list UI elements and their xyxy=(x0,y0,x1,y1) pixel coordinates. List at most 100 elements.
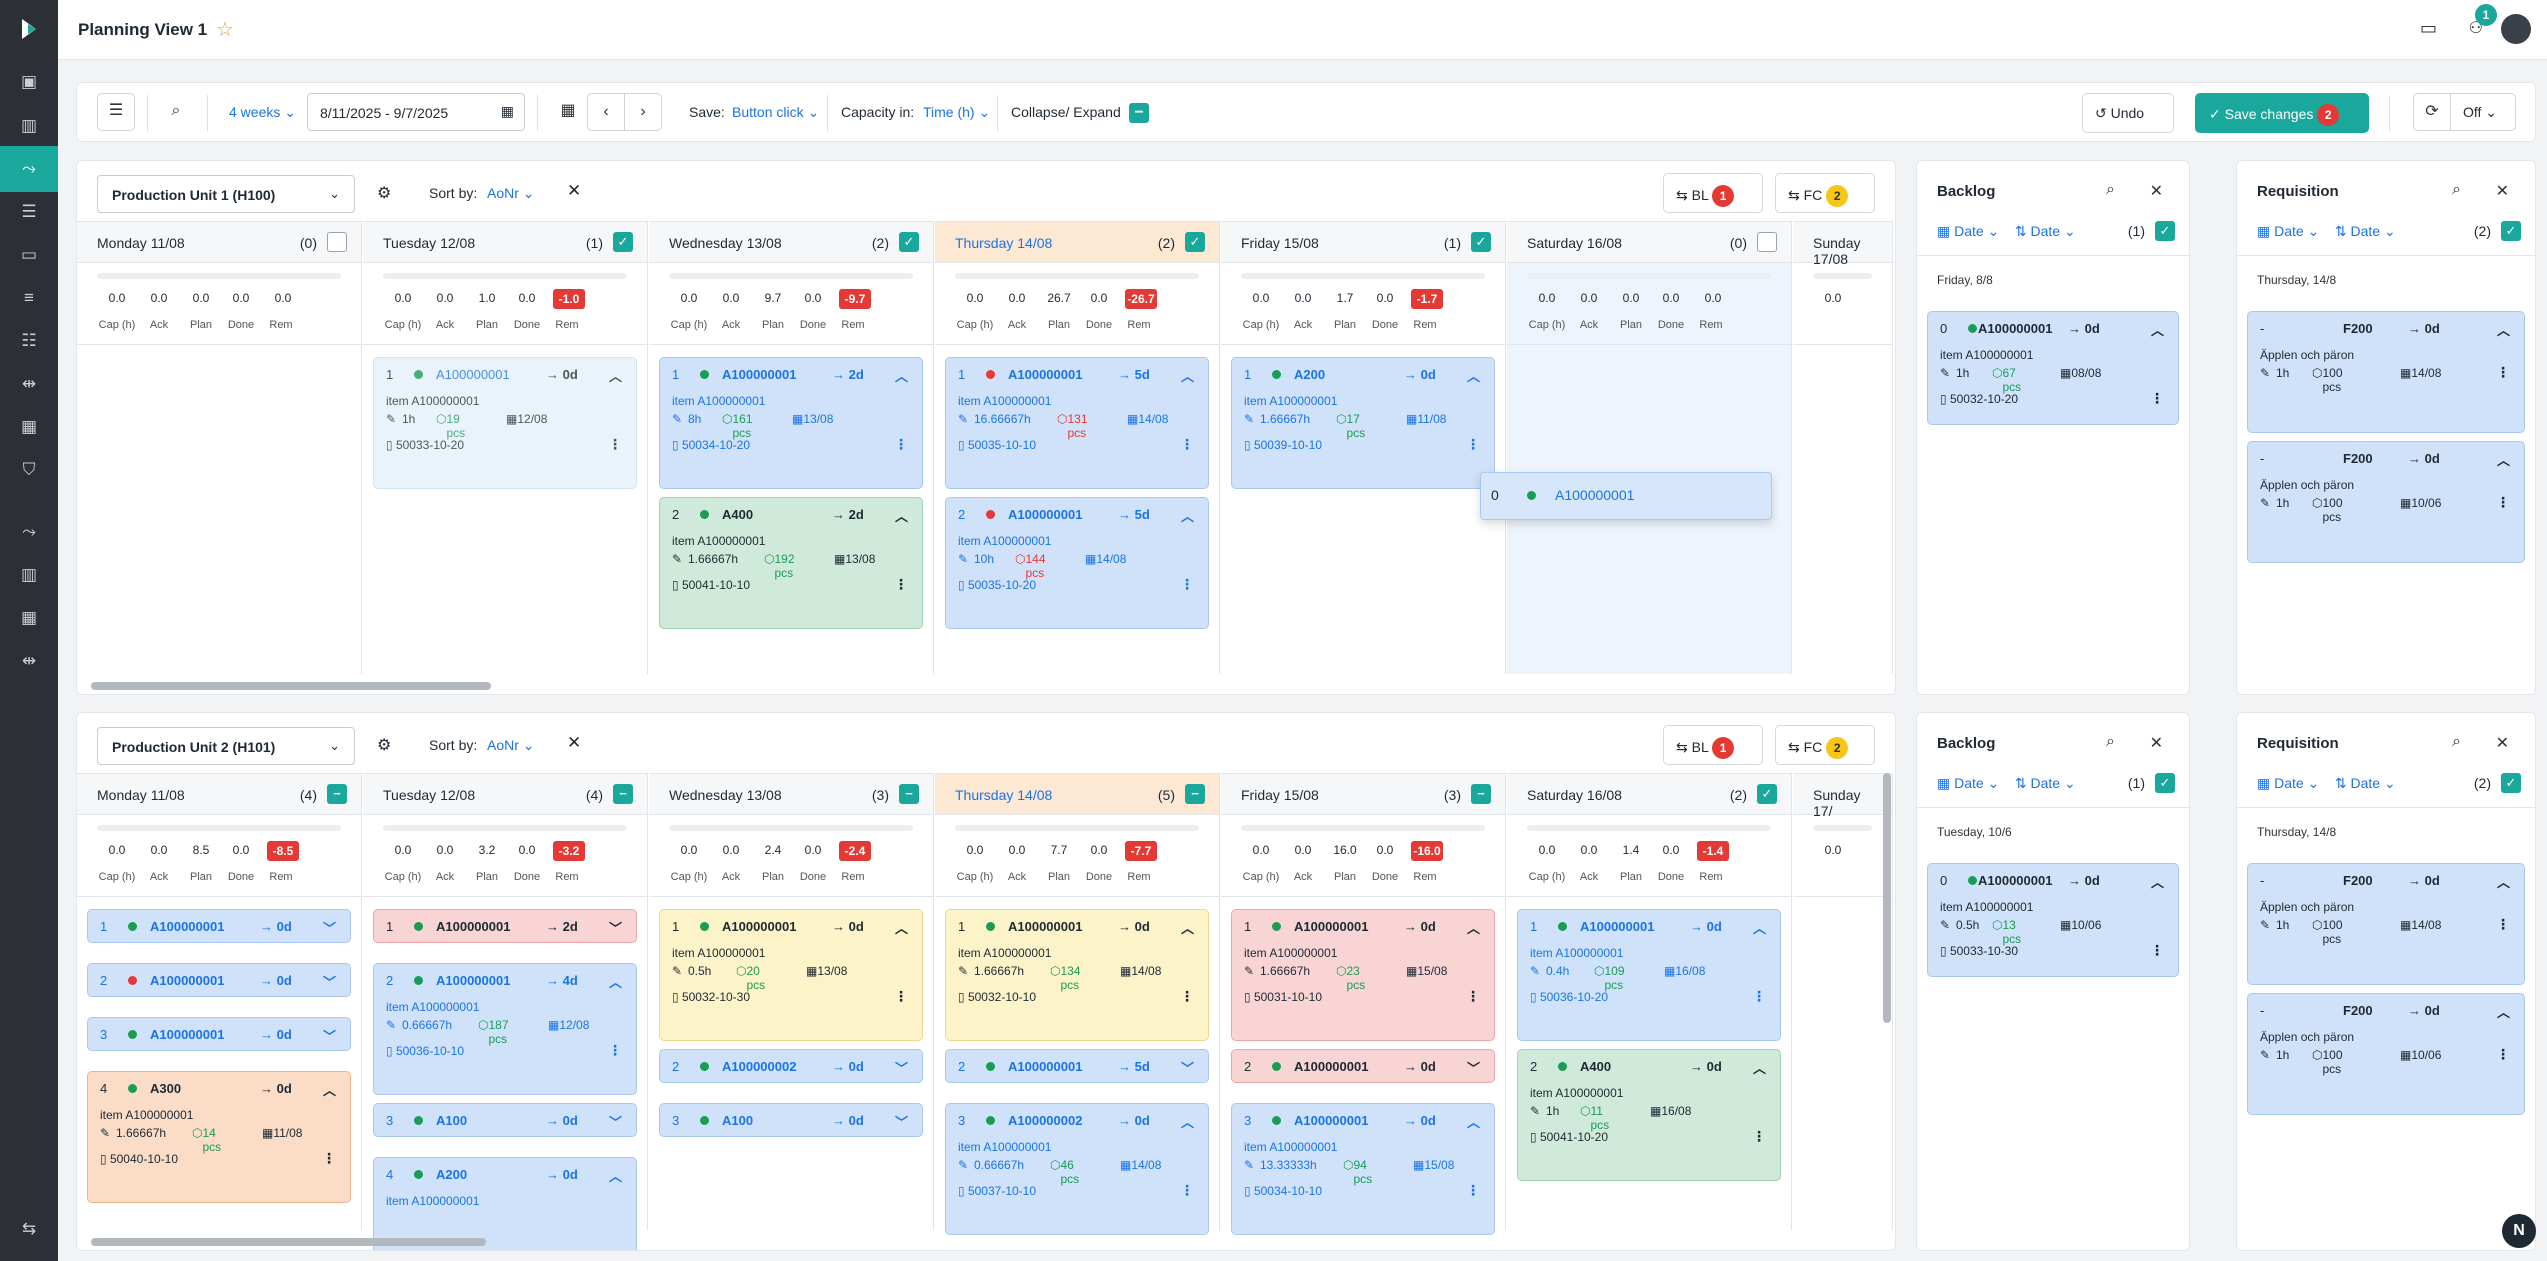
order-card[interactable]: 1 A100000001 → 2d ︿ item A100000001 ✎ 8h ⬡ … xyxy=(659,357,923,489)
filter-date-select[interactable]: ▦ Date ⌄ ⇅ Date ⌄ xyxy=(1937,775,2076,791)
monitor-icon[interactable]: ▭ xyxy=(20,245,38,264)
shield-icon[interactable]: ⛉ xyxy=(22,460,36,479)
chevron-down-icon[interactable]: ﹀ xyxy=(1466,1061,1480,1076)
order-card[interactable]: 3 A100000001 → 0d ﹀ xyxy=(87,1017,351,1051)
more-icon[interactable]: ⋮ xyxy=(1180,576,1194,592)
order-card[interactable]: 4 A300 → 0d ︿ item A100000001 ✎ 1.66667h ⬡ … xyxy=(87,1071,351,1203)
bar-chart-icon[interactable]: ▥ xyxy=(20,565,38,584)
calendar-icon[interactable]: ▦ xyxy=(20,417,38,436)
backlog-card[interactable]: 0 A100000001 → 0d ︿ item A100000001 ✎ 1h ⬡ 6… xyxy=(1927,311,2179,425)
chevron-up-icon[interactable]: ︿ xyxy=(1180,369,1194,384)
day-checkbox[interactable]: ✓ xyxy=(1471,232,1491,252)
order-card[interactable]: 3 A100000002 → 0d ︿ item A100000001 ✎ 0.666… xyxy=(945,1103,1209,1235)
unit-select[interactable]: Production Unit 1 (H100) ⌄ xyxy=(97,175,355,213)
chevron-down-icon[interactable]: ﹀ xyxy=(322,921,336,936)
chevron-down-icon[interactable]: ﹀ xyxy=(322,975,336,990)
more-icon[interactable]: ⋮ xyxy=(1180,988,1194,1004)
next-button[interactable]: › xyxy=(624,93,662,131)
today-icon[interactable]: ▦ xyxy=(549,93,587,131)
prev-button[interactable]: ‹ xyxy=(587,93,625,131)
search-icon[interactable]: ⌕ xyxy=(2106,733,2115,750)
chart-icon[interactable]: ▥ xyxy=(20,116,38,135)
requisition-card[interactable]: - F200 → 0d ︿ Äpplen och päron ✎ 1h ⬡ 100 pc… xyxy=(2247,311,2525,433)
list-icon[interactable]: ☰ xyxy=(21,202,37,221)
chevron-up-icon[interactable]: ︿ xyxy=(1466,369,1480,384)
order-card[interactable]: 2 A100000001 → 0d ﹀ xyxy=(1231,1049,1495,1083)
day-checkbox[interactable]: ✓ xyxy=(899,232,919,252)
chevron-up-icon[interactable]: ︿ xyxy=(1180,921,1194,936)
refresh-button[interactable]: ⟳ xyxy=(2413,93,2451,131)
order-card[interactable]: 1 A100000001 → 0d ︿ item A100000001 ✎ 1h ⬡ … xyxy=(373,357,637,489)
collapse-toggle[interactable]: − xyxy=(1129,103,1149,123)
more-icon[interactable]: ⋮ xyxy=(2150,390,2164,406)
chevron-up-icon[interactable]: ︿ xyxy=(1180,1115,1194,1130)
order-card[interactable]: 2 A100000001 → 5d ﹀ xyxy=(945,1049,1209,1083)
dragged-card[interactable]: 0 A100000001 xyxy=(1480,472,1772,520)
day-checkbox[interactable]: ✓ xyxy=(613,232,633,252)
sort-select[interactable]: AoNr ⌄ xyxy=(487,737,535,753)
chevron-down-icon[interactable]: ﹀ xyxy=(1180,1061,1194,1076)
flow-icon[interactable]: ⤳ xyxy=(22,522,36,541)
order-card[interactable]: 1 A100000001 → 0d ︿ item A100000001 ✎ 0.4h … xyxy=(1517,909,1781,1041)
close-icon[interactable]: ✕ xyxy=(2149,735,2163,752)
select-all-checkbox[interactable]: ✓ xyxy=(2501,773,2521,793)
favorite-star-icon[interactable]: ☆ xyxy=(216,19,234,41)
day-checkbox[interactable] xyxy=(327,232,347,252)
bl-button[interactable]: ⇆ BL 1 xyxy=(1663,173,1763,213)
chevron-down-icon[interactable]: ﹀ xyxy=(322,1029,336,1044)
period-select[interactable]: 4 weeks ⌄ xyxy=(229,104,296,120)
switch-icon[interactable]: ⇆ xyxy=(21,1219,37,1238)
order-card[interactable]: 4 A200 → 0d ︿ item A100000001 xyxy=(373,1157,637,1250)
order-card[interactable]: 3 A100000001 → 0d ︿ item A100000001 ✎ 13.33… xyxy=(1231,1103,1495,1235)
order-card[interactable]: 1 A200 → 0d ︿ item A100000001 ✎ 1.66667h ⬡ … xyxy=(1231,357,1495,489)
day-checkbox[interactable]: − xyxy=(327,784,347,804)
filter-date-select[interactable]: ▦ Date ⌄ ⇅ Date ⌄ xyxy=(1937,223,2076,239)
help-fab[interactable]: N xyxy=(2502,1214,2536,1248)
more-icon[interactable]: ⋮ xyxy=(322,1150,336,1166)
avatar[interactable] xyxy=(2501,14,2531,44)
stack-icon[interactable]: ≡ xyxy=(24,288,34,307)
more-icon[interactable]: ⋮ xyxy=(608,436,622,452)
more-icon[interactable]: ⋮ xyxy=(1752,988,1766,1004)
day-checkbox[interactable]: − xyxy=(613,784,633,804)
order-card[interactable]: 2 A100000001 → 5d ︿ item A100000001 ✎ 10h ⬡… xyxy=(945,497,1209,629)
unit-select[interactable]: Production Unit 2 (H101) ⌄ xyxy=(97,727,355,765)
more-icon[interactable]: ⋮ xyxy=(1466,1182,1480,1198)
order-card[interactable]: 1 A100000001 → 0d ︿ item A100000001 ✎ 1.666… xyxy=(1231,909,1495,1041)
search-icon[interactable]: ⌕ xyxy=(157,93,195,131)
day-checkbox[interactable]: − xyxy=(1471,784,1491,804)
split-icon[interactable]: ⇹ xyxy=(21,374,37,393)
order-card[interactable]: 3 A100 → 0d ﹀ xyxy=(373,1103,637,1137)
filter-date-select[interactable]: ▦ Date ⌄ ⇅ Date ⌄ xyxy=(2257,223,2396,239)
more-icon[interactable]: ⋮ xyxy=(2496,494,2510,510)
dashboard-icon[interactable]: ▣ xyxy=(20,72,38,91)
chevron-down-icon[interactable]: ﹀ xyxy=(894,1061,908,1076)
bl-button[interactable]: ⇆ BL 1 xyxy=(1663,725,1763,765)
save-changes-button[interactable]: ✓ Save changes 2 xyxy=(2195,93,2369,133)
chevron-up-icon[interactable]: ︿ xyxy=(322,1083,336,1098)
app-logo-icon[interactable] xyxy=(14,14,44,44)
chevron-down-icon[interactable]: ﹀ xyxy=(608,1115,622,1130)
more-icon[interactable]: ⋮ xyxy=(2496,916,2510,932)
planning-icon[interactable]: ⤳ xyxy=(22,159,36,178)
gear-icon[interactable]: ⚙ xyxy=(377,737,392,754)
day-checkbox[interactable]: ✓ xyxy=(1757,784,1777,804)
select-all-checkbox[interactable]: ✓ xyxy=(2155,221,2175,241)
more-icon[interactable]: ⋮ xyxy=(2496,1046,2510,1062)
chevron-up-icon[interactable]: ︿ xyxy=(1180,509,1194,524)
filter-date-select[interactable]: ▦ Date ⌄ ⇅ Date ⌄ xyxy=(2257,775,2396,791)
order-card[interactable]: 1 A100000001 → 2d ﹀ xyxy=(373,909,637,943)
search-icon[interactable]: ⌕ xyxy=(2106,181,2115,198)
chevron-down-icon[interactable]: ﹀ xyxy=(894,1115,908,1130)
more-icon[interactable]: ⋮ xyxy=(2150,942,2164,958)
order-card[interactable]: 2 A400 → 2d ︿ item A100000001 ✎ 1.66667h ⬡ … xyxy=(659,497,923,629)
day-checkbox[interactable]: − xyxy=(899,784,919,804)
chevron-up-icon[interactable]: ︿ xyxy=(1466,921,1480,936)
more-icon[interactable]: ⋮ xyxy=(2496,364,2510,380)
gear-icon[interactable]: ⚙ xyxy=(377,185,392,202)
select-all-checkbox[interactable]: ✓ xyxy=(2155,773,2175,793)
select-all-checkbox[interactable]: ✓ xyxy=(2501,221,2521,241)
chevron-up-icon[interactable]: ︿ xyxy=(894,921,908,936)
chevron-up-icon[interactable]: ︿ xyxy=(1752,921,1766,936)
fc-button[interactable]: ⇆ FC 2 xyxy=(1775,173,1875,213)
